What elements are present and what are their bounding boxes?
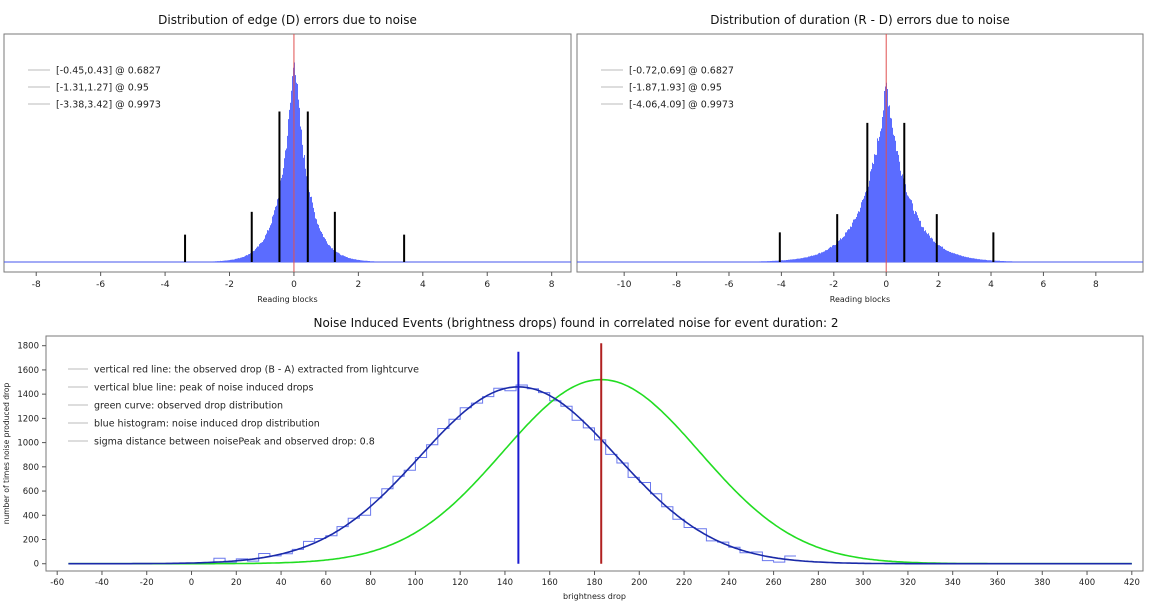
x-tick-label-3: -2 <box>225 280 234 290</box>
x-tick-label-5: 0 <box>883 280 889 290</box>
edge-errors-chart: [-0.45,0.43] @ 0.6827 [-1.31,1.27] @ 0.95… <box>3 33 572 304</box>
x-tick-label-0: -8 <box>32 280 41 290</box>
x-tick-label-6: 4 <box>420 280 426 290</box>
x-tick-label-1: -40 <box>95 578 109 588</box>
y-tick-label-9: 1800 <box>17 342 39 352</box>
x-tick-label-7: 6 <box>484 280 490 290</box>
legend-entry-2: [-4.06,4.09] @ 0.9973 <box>629 100 734 111</box>
y-tick-label-5: 1000 <box>17 439 39 449</box>
x-tick-label-6: 60 <box>320 578 331 588</box>
legend-entry-2: [-3.38,3.42] @ 0.9973 <box>56 100 161 111</box>
x-axis-label: brightness drop <box>563 592 626 601</box>
x-tick-label-2: -4 <box>161 280 170 290</box>
y-tick-label-8: 1600 <box>17 366 39 376</box>
x-tick-label-9: 120 <box>452 578 468 588</box>
x-tick-label-24: 420 <box>1124 578 1140 588</box>
x-tick-label-13: 200 <box>631 578 647 588</box>
x-tick-label-21: 360 <box>989 578 1005 588</box>
legend-entry-0: [-0.45,0.43] @ 0.6827 <box>56 66 161 77</box>
x-tick-label-0: -60 <box>50 578 64 588</box>
x-tick-label-10: 140 <box>497 578 513 588</box>
x-tick-label-11: 160 <box>542 578 558 588</box>
x-tick-label-1: -6 <box>96 280 105 290</box>
legend-entry-1: [-1.31,1.27] @ 0.95 <box>56 83 149 94</box>
legend-entry-4: sigma distance between noisePeak and obs… <box>94 437 375 448</box>
y-tick-label-0: 0 <box>34 560 39 570</box>
error-histogram <box>759 82 1013 262</box>
x-tick-label-19: 320 <box>900 578 916 588</box>
y-tick-label-6: 1200 <box>17 414 39 424</box>
legend-entry-0: [-0.72,0.69] @ 0.6827 <box>629 66 734 77</box>
x-tick-label-6: 2 <box>936 280 942 290</box>
x-axis-label: Reading blocks <box>257 295 317 304</box>
legend-entry-2: green curve: observed drop distribution <box>94 401 283 412</box>
legend-entry-3: blue histogram: noise induced drop distr… <box>94 419 320 430</box>
x-tick-label-0: -10 <box>617 280 632 290</box>
noise-drop-curve <box>68 386 1132 565</box>
x-tick-label-4: -2 <box>829 280 838 290</box>
x-tick-label-7: 4 <box>988 280 994 290</box>
x-axis-label: Reading blocks <box>830 295 890 304</box>
x-tick-label-4: 20 <box>231 578 242 588</box>
chart-title-noise-events: Noise Induced Events (brightness drops) … <box>313 316 839 330</box>
x-tick-label-17: 280 <box>810 578 826 588</box>
x-tick-label-5: 40 <box>276 578 287 588</box>
x-tick-label-23: 400 <box>1079 578 1095 588</box>
x-tick-label-18: 300 <box>855 578 871 588</box>
x-tick-label-8: 100 <box>407 578 423 588</box>
duration-errors-chart: [-0.72,0.69] @ 0.6827 [-1.87,1.93] @ 0.95… <box>576 33 1144 304</box>
x-tick-label-8: 6 <box>1041 280 1047 290</box>
y-tick-label-2: 400 <box>23 511 39 521</box>
legend-entry-1: vertical blue line: peak of noise induce… <box>94 383 313 394</box>
x-tick-label-15: 240 <box>721 578 737 588</box>
y-tick-label-1: 200 <box>23 536 39 546</box>
x-tick-label-16: 260 <box>765 578 781 588</box>
chart-title-duration-errors: Distribution of duration (R - D) errors … <box>710 13 1010 27</box>
legend-entry-1: [-1.87,1.93] @ 0.95 <box>629 83 722 94</box>
x-tick-label-22: 380 <box>1034 578 1050 588</box>
chart-title-edge-errors: Distribution of edge (D) errors due to n… <box>158 13 417 27</box>
x-tick-label-2: -6 <box>724 280 733 290</box>
y-tick-label-3: 600 <box>23 487 39 497</box>
x-tick-label-7: 80 <box>365 578 376 588</box>
x-tick-label-12: 180 <box>586 578 602 588</box>
y-tick-label-4: 800 <box>23 463 39 473</box>
x-tick-label-5: 2 <box>356 280 362 290</box>
error-histogram <box>213 62 375 262</box>
x-tick-label-8: 8 <box>549 280 555 290</box>
x-tick-label-4: 0 <box>291 280 297 290</box>
x-tick-label-1: -8 <box>672 280 681 290</box>
plot-frame <box>45 335 1144 572</box>
x-tick-label-9: 8 <box>1093 280 1099 290</box>
x-tick-label-20: 340 <box>945 578 961 588</box>
x-tick-label-2: -20 <box>140 578 154 588</box>
legend-entry-0: vertical red line: the observed drop (B … <box>94 365 419 376</box>
x-tick-label-14: 220 <box>676 578 692 588</box>
x-tick-label-3: -4 <box>777 280 786 290</box>
noise-events-chart: vertical red line: the observed drop (B … <box>2 335 1144 601</box>
y-tick-label-7: 1400 <box>17 390 39 400</box>
x-tick-label-3: 0 <box>189 578 194 588</box>
y-axis-label: number of times noise produced drop <box>2 382 11 524</box>
